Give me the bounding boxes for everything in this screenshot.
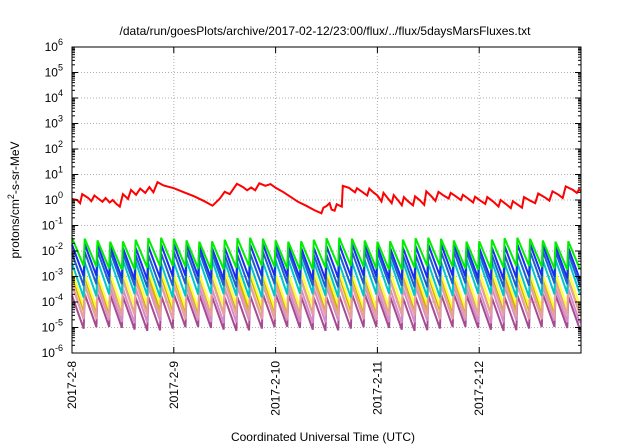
y-axis: 10610510410310210110010-110-210-310-410-…: [42, 37, 581, 360]
y-tick-label-base: 10: [45, 142, 59, 156]
y-tick-label-exponent: -6: [55, 343, 63, 353]
y-tick-label-base: 10: [42, 244, 56, 258]
y-tick-label: 103: [45, 114, 63, 131]
flux-series-line: [71, 237, 581, 271]
y-tick-label-exponent: 6: [58, 37, 63, 47]
y-tick-label: 104: [45, 88, 63, 105]
x-axis-label: Coordinated Universal Time (UTC): [231, 430, 415, 444]
y-tick-label: 102: [45, 139, 63, 156]
y-tick-label-base: 10: [42, 346, 56, 360]
y-tick-label-base: 10: [45, 168, 59, 182]
x-tick-label: 2017-2-9: [167, 361, 181, 409]
y-tick-label-exponent: 2: [58, 139, 63, 149]
y-tick-label: 100: [45, 190, 63, 207]
x-tick-label: 2017-2-8: [65, 361, 79, 409]
y-tick-label: 10-4: [42, 292, 63, 309]
y-tick-label-exponent: -2: [55, 241, 63, 251]
y-tick-label-exponent: -1: [55, 216, 63, 226]
y-tick-label: 10-1: [42, 216, 63, 233]
x-tick-label: 2017-2-10: [269, 361, 283, 416]
y-tick-label: 105: [45, 63, 63, 80]
y-tick-label-exponent: 5: [58, 63, 63, 73]
y-tick-label-base: 10: [42, 219, 56, 233]
y-tick-label-exponent: 4: [58, 88, 63, 98]
y-tick-label-exponent: 0: [58, 190, 63, 200]
y-tick-label-base: 10: [42, 295, 56, 309]
y-tick-label-base: 10: [42, 270, 56, 284]
x-tick-label: 2017-2-12: [472, 361, 486, 416]
y-tick-label-exponent: 1: [58, 165, 63, 175]
y-tick-label-base: 10: [45, 66, 59, 80]
y-tick-label-exponent: -5: [55, 318, 63, 328]
y-axis-label-superscript: 2: [6, 194, 16, 199]
y-tick-label: 10-2: [42, 241, 63, 258]
x-axis: 2017-2-8 2017-2-9 2017-2-10 2017-2-11 2017-2…: [65, 47, 486, 416]
y-tick-label: 10-5: [42, 318, 63, 335]
y-axis-label-main: protons/cm: [8, 199, 22, 258]
series-layer: [71, 180, 582, 332]
y-tick-label-exponent: -3: [55, 267, 63, 277]
y-tick-label-base: 10: [45, 91, 59, 105]
y-axis-label-rest: -s-sr-MeV: [8, 141, 22, 194]
y-axis-label: protons/cm2-s-sr-MeV: [6, 141, 22, 258]
y-tick-label-base: 10: [42, 321, 56, 335]
y-tick-label: 106: [45, 37, 63, 54]
y-tick-label: 101: [45, 165, 63, 182]
y-tick-label-exponent: 3: [58, 114, 63, 124]
x-tick-label: 2017-2-11: [370, 361, 384, 415]
main-flux-series-line: [71, 180, 582, 215]
y-tick-label-base: 10: [45, 40, 59, 54]
y-tick-label-base: 10: [45, 193, 59, 207]
y-tick-label-base: 10: [45, 117, 59, 131]
y-tick-label: 10-6: [42, 343, 63, 360]
chart-title: /data/run/goesPlots/archive/2017-02-12/2…: [120, 24, 532, 38]
y-tick-label-exponent: -4: [55, 292, 63, 302]
y-tick-label: 10-3: [42, 267, 63, 284]
